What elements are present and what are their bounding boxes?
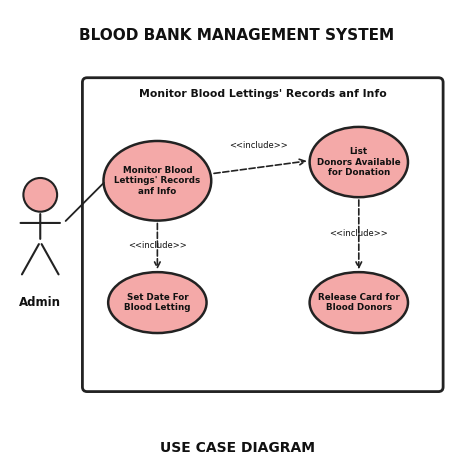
Circle shape bbox=[23, 178, 57, 212]
Text: USE CASE DIAGRAM: USE CASE DIAGRAM bbox=[159, 441, 315, 455]
Text: Set Date For
Blood Letting: Set Date For Blood Letting bbox=[124, 293, 191, 312]
Ellipse shape bbox=[310, 127, 408, 197]
Text: Admin: Admin bbox=[19, 296, 61, 309]
Text: <<include>>: <<include>> bbox=[329, 229, 388, 238]
Text: Release Card for
Blood Donors: Release Card for Blood Donors bbox=[318, 293, 400, 312]
Text: <<include>>: <<include>> bbox=[229, 141, 287, 150]
Text: List
Donors Available
for Donation: List Donors Available for Donation bbox=[317, 147, 401, 177]
FancyBboxPatch shape bbox=[82, 78, 443, 392]
Ellipse shape bbox=[108, 272, 207, 333]
Text: Monitor Blood Lettings' Records anf Info: Monitor Blood Lettings' Records anf Info bbox=[139, 89, 387, 99]
Text: BLOOD BANK MANAGEMENT SYSTEM: BLOOD BANK MANAGEMENT SYSTEM bbox=[80, 28, 394, 43]
Ellipse shape bbox=[103, 141, 211, 220]
Text: <<include>>: <<include>> bbox=[128, 241, 187, 250]
Text: Monitor Blood
Lettings' Records
anf Info: Monitor Blood Lettings' Records anf Info bbox=[114, 166, 201, 196]
Ellipse shape bbox=[310, 272, 408, 333]
